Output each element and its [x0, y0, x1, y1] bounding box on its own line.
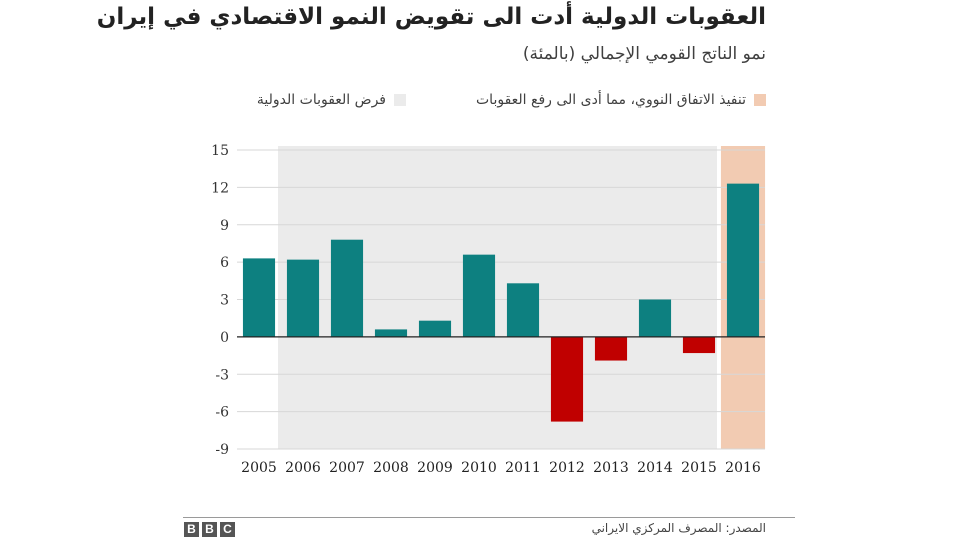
legend-swatch-nuclear-deal: [754, 94, 766, 106]
y-tick-label: 6: [220, 255, 229, 271]
source-note: المصدر: المصرف المركزي الايراني: [591, 521, 766, 535]
y-tick-label: 12: [211, 180, 229, 196]
x-tick-label: 2015: [681, 460, 717, 476]
x-tick-label: 2006: [285, 460, 321, 476]
legend-label-nuclear-deal: تنفيذ الاتفاق النووي، مما أدى الى رفع ال…: [476, 92, 746, 108]
bbc-logo: B B C: [184, 522, 235, 537]
bar-2010: [462, 254, 496, 337]
legend-item-nuclear-deal: تنفيذ الاتفاق النووي، مما أدى الى رفع ال…: [476, 90, 766, 110]
x-tick-label: 2011: [505, 460, 541, 476]
x-tick-label: 2010: [461, 460, 497, 476]
y-tick-label: -9: [215, 442, 229, 458]
bar-2005: [242, 258, 276, 337]
y-tick-label: 0: [220, 330, 229, 346]
bbc-logo-letter: C: [220, 522, 235, 537]
x-tick-label: 2013: [593, 460, 629, 476]
y-tick-label: 9: [220, 218, 229, 234]
bar-2013: [594, 336, 628, 361]
bar-2015: [682, 336, 716, 354]
bar-2012: [550, 336, 584, 422]
bar-2009: [418, 320, 452, 337]
chart-title: العقوبات الدولية أدت الى تقويض النمو الا…: [96, 4, 766, 30]
bar-2007: [330, 239, 364, 337]
legend-label-sanctions: فرض العقوبات الدولية: [256, 92, 386, 108]
legend-item-sanctions: فرض العقوبات الدولية: [257, 90, 406, 110]
legend-swatch-sanctions: [394, 94, 406, 106]
chart-subtitle: نمو الناتج القومي الإجمالي (بالمئة): [522, 44, 766, 64]
x-tick-label: 2014: [637, 460, 673, 476]
x-tick-label: 2005: [241, 460, 277, 476]
y-tick-label: 15: [211, 143, 229, 159]
bar-2016: [726, 183, 760, 337]
bar-2014: [638, 299, 672, 337]
x-tick-label: 2009: [417, 460, 453, 476]
x-tick-label: 2008: [373, 460, 409, 476]
bbc-logo-letter: B: [184, 522, 199, 537]
x-tick-label: 2016: [725, 460, 761, 476]
bar-2006: [286, 259, 320, 337]
bbc-logo-letter: B: [202, 522, 217, 537]
y-tick-label: 3: [220, 293, 229, 309]
source-divider: [183, 517, 795, 518]
y-tick-label: -6: [215, 405, 229, 421]
x-tick-label: 2012: [549, 460, 585, 476]
bar-2011: [506, 283, 540, 337]
x-tick-label: 2007: [329, 460, 365, 476]
y-tick-label: -3: [215, 367, 229, 383]
bar-2008: [374, 329, 408, 337]
